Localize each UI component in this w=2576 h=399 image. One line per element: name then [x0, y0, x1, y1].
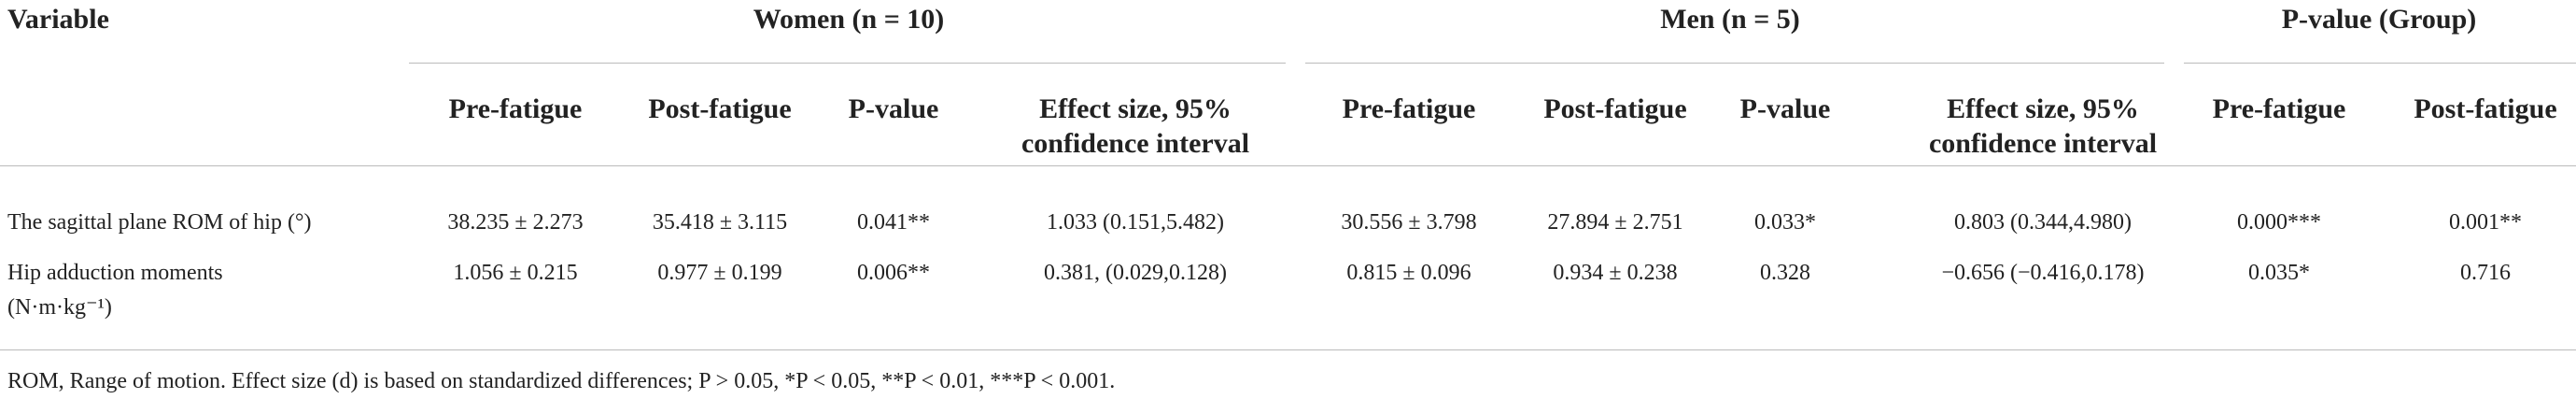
table-cell: 0.006** [857, 261, 930, 285]
table-cell: −0.656 (−0.416,0.178) [1941, 261, 2145, 285]
table-cell: 30.556 ± 3.798 [1341, 210, 1477, 235]
table-cell: 1.056 ± 0.215 [453, 261, 578, 285]
table-cell: 38.235 ± 2.273 [447, 210, 584, 235]
table-cell: 0.977 ± 0.199 [657, 261, 782, 285]
table-cell: 1.033 (0.151,5.482) [1047, 210, 1224, 235]
header-rule [0, 165, 2576, 166]
table-cell: 27.894 ± 2.751 [1547, 210, 1683, 235]
column-header: Post-fatigue [648, 93, 792, 124]
table-cell: 0.033* [1754, 210, 1816, 235]
table-cell: 0.716 [2460, 261, 2511, 285]
table-cell: 0.041** [857, 210, 930, 235]
column-header: Pre-fatigue [448, 93, 583, 124]
table-cell: 0.934 ± 0.238 [1553, 261, 1678, 285]
column-header: P-value [1739, 93, 1831, 124]
table-cell: 0.803 (0.344,4.980) [1954, 210, 2132, 235]
table-cell: 0.000*** [2237, 210, 2321, 235]
column-header: Post-fatigue [2414, 93, 2557, 124]
group-header: P-value (Group) [2281, 4, 2477, 35]
footnote: ROM, Range of motion. Effect size (d) is… [7, 369, 1116, 393]
column-header: Pre-fatigue [2212, 93, 2346, 124]
column-header: Effect size, 95% confidence interval [1021, 93, 1250, 159]
body-rule [0, 349, 2576, 350]
row-label: The sagittal plane ROM of hip (°) [7, 210, 312, 235]
column-header: Pre-fatigue [1342, 93, 1476, 124]
table-cell: 0.035* [2248, 261, 2310, 285]
table-cell: 35.418 ± 3.115 [652, 210, 788, 235]
column-header: Post-fatigue [1543, 93, 1687, 124]
group-rule [2184, 63, 2576, 64]
table-cell: 0.381, (0.029,0.128) [1044, 261, 1227, 285]
table-cell: 0.328 [1760, 261, 1810, 285]
group-header: Men (n = 5) [1660, 4, 1800, 35]
group-rule [409, 63, 1286, 64]
column-header: P-value [848, 93, 939, 124]
variable-header: Variable [7, 4, 109, 35]
row-label: Hip adduction moments (N·m·kg⁻¹) [7, 261, 223, 320]
table-cell: 0.001** [2449, 210, 2522, 235]
table-cell: 0.815 ± 0.096 [1346, 261, 1471, 285]
group-header: Women (n = 10) [753, 4, 945, 35]
column-header: Effect size, 95% confidence interval [1928, 93, 2158, 159]
group-rule [1305, 63, 2164, 64]
